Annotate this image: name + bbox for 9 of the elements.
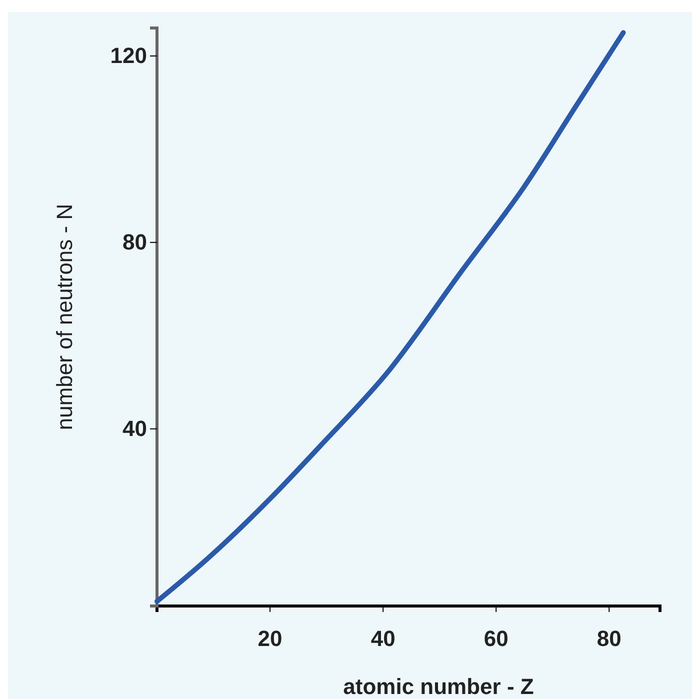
x-tick-label: 20 <box>258 626 282 651</box>
y-tick-label: 80 <box>122 229 147 254</box>
x-tick-label: 40 <box>370 626 396 651</box>
x-tick-label: 80 <box>596 626 622 651</box>
y-tick-label: 40 <box>122 416 147 441</box>
x-axis-title: atomic number - Z <box>343 674 534 699</box>
y-axis-title: number of neutrons - N <box>52 204 77 430</box>
y-tick-label: 120 <box>110 43 147 68</box>
x-tick-label: 60 <box>484 626 508 651</box>
